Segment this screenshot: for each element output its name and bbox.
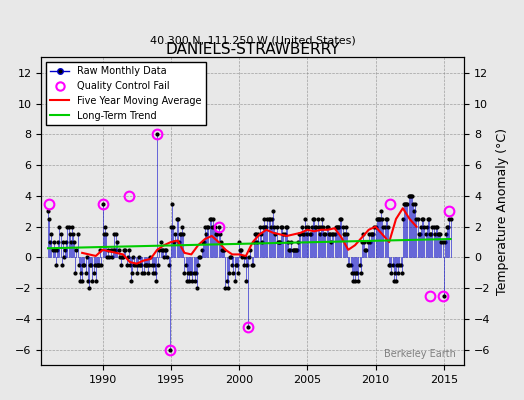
Title: DANIELS-STRAWBERRY: DANIELS-STRAWBERRY — [166, 42, 340, 57]
Text: 40.300 N, 111.250 W (United States): 40.300 N, 111.250 W (United States) — [150, 35, 356, 45]
Legend: Raw Monthly Data, Quality Control Fail, Five Year Moving Average, Long-Term Tren: Raw Monthly Data, Quality Control Fail, … — [46, 62, 205, 124]
Text: Berkeley Earth: Berkeley Earth — [384, 349, 456, 359]
Y-axis label: Temperature Anomaly (°C): Temperature Anomaly (°C) — [496, 128, 509, 295]
